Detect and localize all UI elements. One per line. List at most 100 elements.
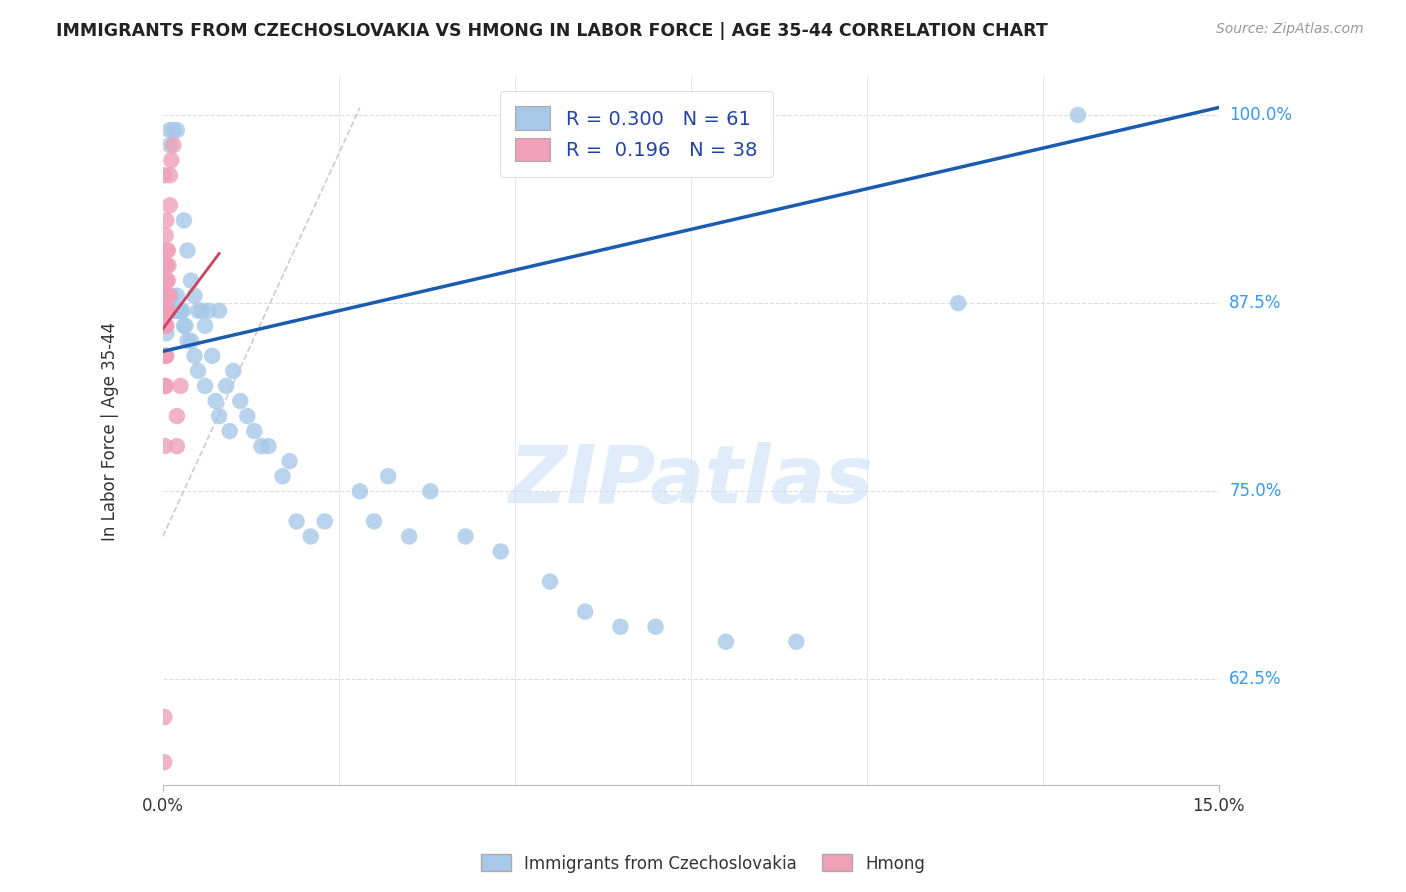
Point — [156, 244, 179, 258]
Point — [169, 303, 191, 318]
Point — [153, 710, 176, 724]
Point — [156, 274, 179, 288]
Point — [285, 515, 308, 529]
Point — [538, 574, 561, 589]
Point — [159, 138, 181, 153]
Point — [174, 318, 197, 333]
Point — [419, 484, 441, 499]
Point — [155, 259, 177, 273]
Point — [157, 288, 180, 302]
Point — [194, 379, 217, 393]
Point — [243, 424, 266, 438]
Text: Source: ZipAtlas.com: Source: ZipAtlas.com — [1216, 22, 1364, 37]
Point — [153, 318, 176, 333]
Point — [208, 409, 231, 423]
Point — [156, 303, 179, 318]
Point — [574, 605, 596, 619]
Point — [162, 303, 184, 318]
Point — [162, 123, 184, 137]
Point — [229, 394, 252, 409]
Point — [173, 318, 195, 333]
Point — [155, 349, 177, 363]
Point — [153, 288, 176, 302]
Text: 75.0%: 75.0% — [1229, 483, 1282, 500]
Point — [278, 454, 301, 468]
Point — [314, 515, 336, 529]
Point — [176, 244, 198, 258]
Point — [165, 303, 187, 318]
Point — [454, 529, 477, 543]
Point — [236, 409, 259, 423]
Point — [1067, 108, 1090, 122]
Text: ZIPatlas: ZIPatlas — [508, 442, 873, 520]
Point — [714, 634, 737, 648]
Point — [169, 379, 191, 393]
Point — [155, 288, 177, 302]
Point — [166, 123, 188, 137]
Point — [155, 318, 177, 333]
Point — [183, 349, 205, 363]
Point — [153, 303, 176, 318]
Point — [398, 529, 420, 543]
Point — [173, 213, 195, 227]
Point — [218, 424, 240, 438]
Point — [609, 620, 631, 634]
Point — [169, 303, 191, 318]
Point — [250, 439, 273, 453]
Point — [349, 484, 371, 499]
Point — [166, 409, 188, 423]
Point — [153, 259, 176, 273]
Point — [156, 244, 179, 258]
Point — [155, 326, 177, 341]
Point — [153, 379, 176, 393]
Point — [153, 168, 176, 182]
Point — [271, 469, 294, 483]
Point — [155, 379, 177, 393]
Point — [159, 168, 181, 182]
Point — [785, 634, 807, 648]
Point — [157, 303, 180, 318]
Point — [194, 318, 217, 333]
Point — [166, 288, 188, 302]
Text: 87.5%: 87.5% — [1229, 294, 1282, 312]
Point — [162, 138, 184, 153]
Point — [644, 620, 666, 634]
Point — [155, 228, 177, 243]
Point — [187, 303, 209, 318]
Point — [156, 303, 179, 318]
Point — [153, 755, 176, 769]
Text: IMMIGRANTS FROM CZECHOSLOVAKIA VS HMONG IN LABOR FORCE | AGE 35-44 CORRELATION C: IMMIGRANTS FROM CZECHOSLOVAKIA VS HMONG … — [56, 22, 1047, 40]
Point — [166, 439, 188, 453]
Point — [160, 288, 183, 302]
Point — [159, 198, 181, 212]
Legend: R = 0.300   N = 61, R =  0.196   N = 38: R = 0.300 N = 61, R = 0.196 N = 38 — [501, 91, 773, 177]
Point — [153, 439, 176, 453]
Point — [299, 529, 322, 543]
Point — [377, 469, 399, 483]
Text: 100.0%: 100.0% — [1229, 106, 1292, 124]
Point — [187, 364, 209, 378]
Point — [160, 153, 183, 168]
Text: 62.5%: 62.5% — [1229, 671, 1282, 689]
Point — [156, 274, 179, 288]
Point — [157, 288, 180, 302]
Point — [201, 349, 224, 363]
Text: In Labor Force | Age 35-44: In Labor Force | Age 35-44 — [101, 321, 120, 541]
Point — [222, 364, 245, 378]
Point — [215, 379, 238, 393]
Point — [180, 274, 202, 288]
Point — [257, 439, 280, 453]
Point — [155, 288, 177, 302]
Point — [183, 288, 205, 302]
Point — [153, 349, 176, 363]
Point — [948, 296, 970, 310]
Point — [204, 394, 226, 409]
Point — [197, 303, 219, 318]
Point — [176, 334, 198, 348]
Point — [157, 259, 180, 273]
Point — [155, 318, 177, 333]
Point — [172, 303, 194, 318]
Point — [155, 259, 177, 273]
Point — [167, 303, 190, 318]
Point — [155, 349, 177, 363]
